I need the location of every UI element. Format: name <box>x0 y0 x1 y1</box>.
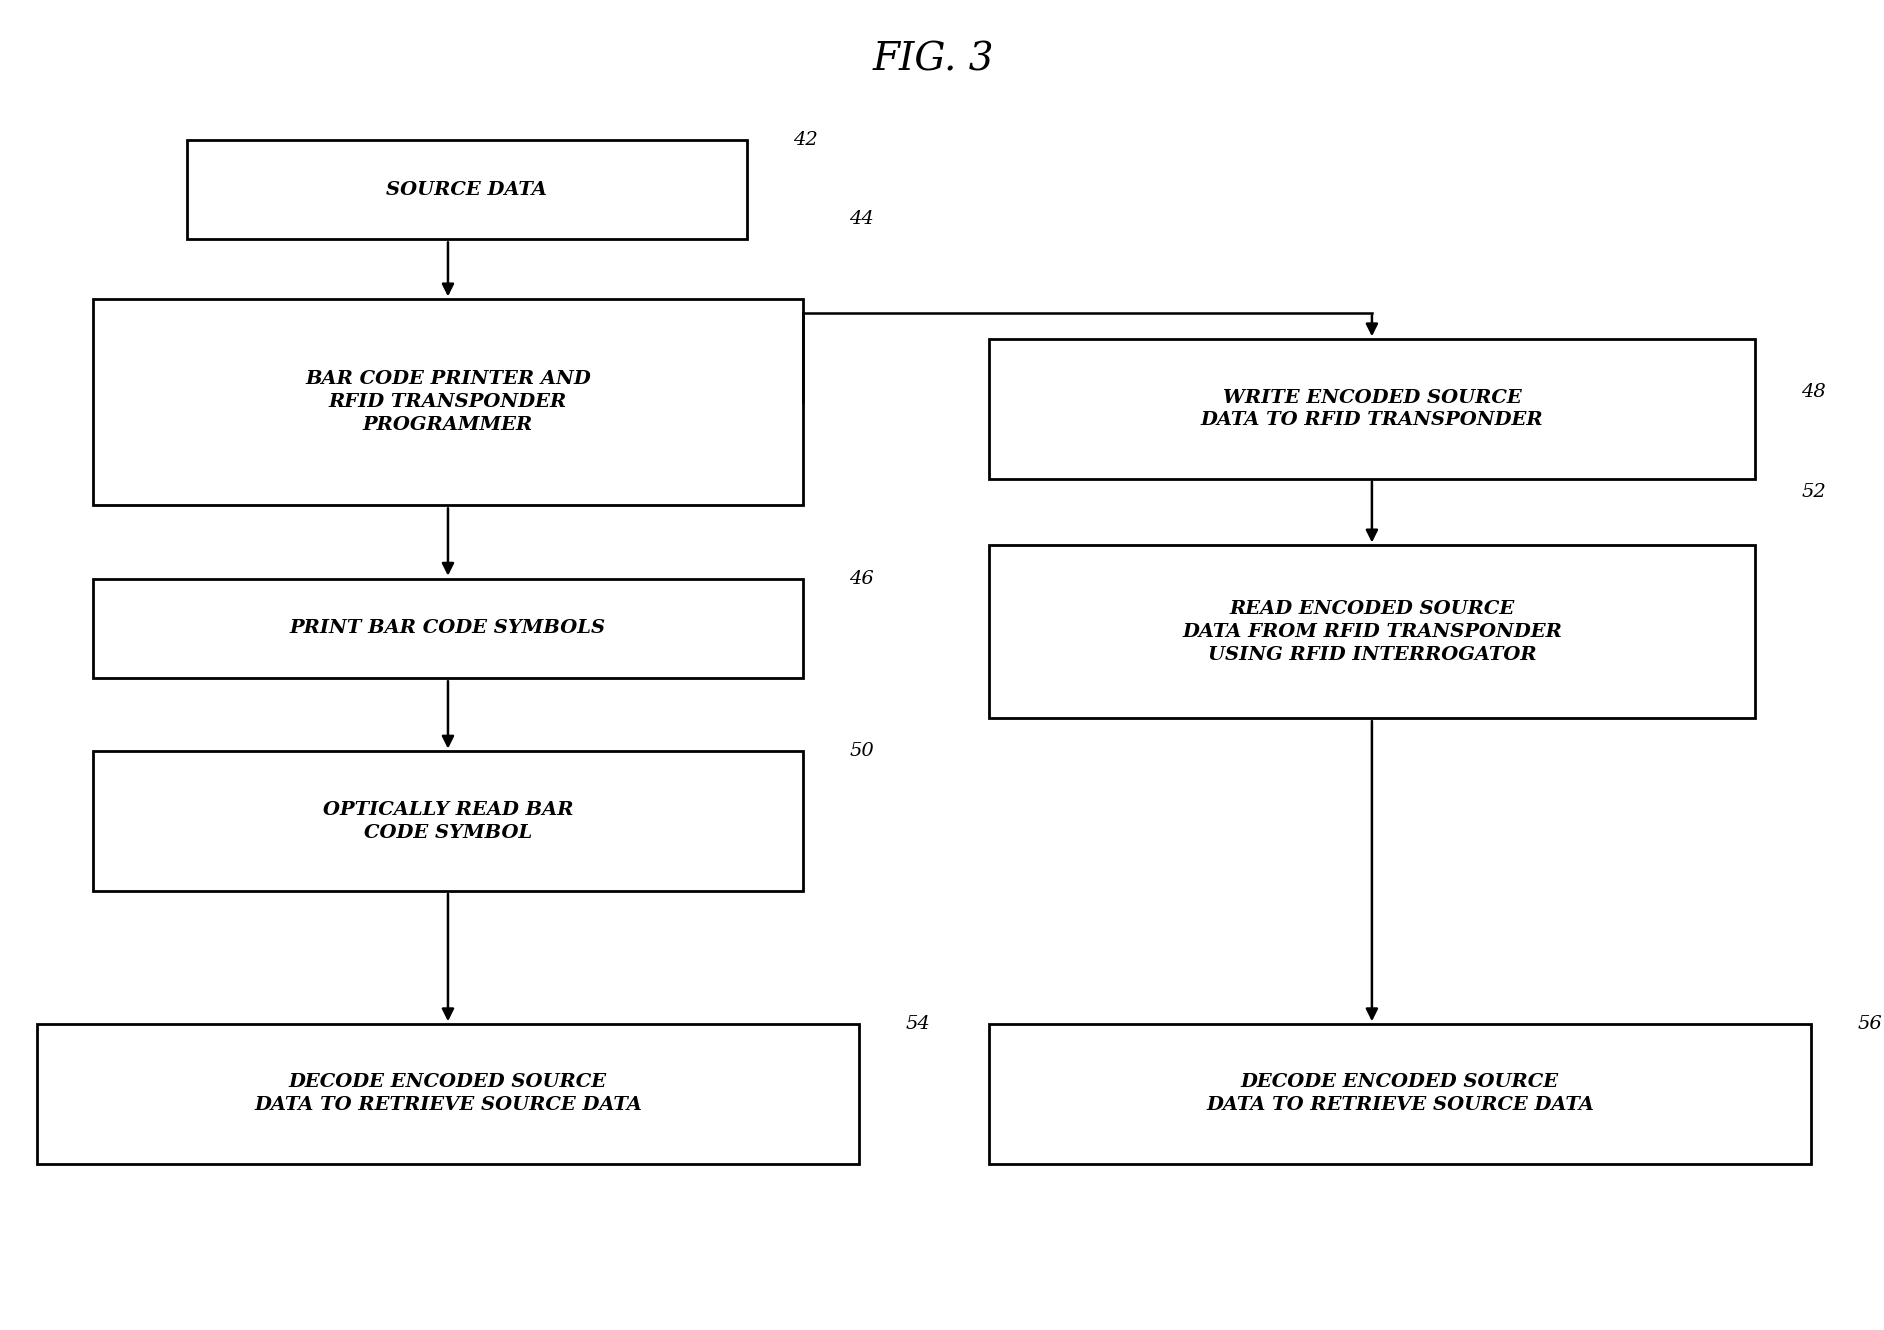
FancyBboxPatch shape <box>989 1024 1811 1164</box>
FancyBboxPatch shape <box>989 545 1754 718</box>
Text: 50: 50 <box>850 742 874 761</box>
Text: OPTICALLY READ BAR
CODE SYMBOL: OPTICALLY READ BAR CODE SYMBOL <box>322 801 573 842</box>
FancyBboxPatch shape <box>187 140 746 239</box>
FancyBboxPatch shape <box>38 1024 859 1164</box>
Text: 46: 46 <box>850 569 874 588</box>
FancyBboxPatch shape <box>94 299 803 505</box>
Text: 52: 52 <box>1801 483 1826 501</box>
Text: 48: 48 <box>1801 383 1826 402</box>
Text: 54: 54 <box>906 1015 931 1033</box>
FancyBboxPatch shape <box>989 339 1754 479</box>
Text: READ ENCODED SOURCE
DATA FROM RFID TRANSPONDER
USING RFID INTERROGATOR: READ ENCODED SOURCE DATA FROM RFID TRANS… <box>1181 600 1562 664</box>
Text: 42: 42 <box>793 130 818 149</box>
Text: BAR CODE PRINTER AND
RFID TRANSPONDER
PROGRAMMER: BAR CODE PRINTER AND RFID TRANSPONDER PR… <box>305 371 592 434</box>
FancyBboxPatch shape <box>94 751 803 891</box>
Text: 56: 56 <box>1858 1015 1882 1033</box>
Text: DECODE ENCODED SOURCE
DATA TO RETRIEVE SOURCE DATA: DECODE ENCODED SOURCE DATA TO RETRIEVE S… <box>1206 1073 1594 1115</box>
FancyBboxPatch shape <box>94 579 803 678</box>
Text: 44: 44 <box>850 210 874 229</box>
Text: PRINT BAR CODE SYMBOLS: PRINT BAR CODE SYMBOLS <box>290 620 607 637</box>
Text: DECODE ENCODED SOURCE
DATA TO RETRIEVE SOURCE DATA: DECODE ENCODED SOURCE DATA TO RETRIEVE S… <box>254 1073 642 1115</box>
Text: FIG. 3: FIG. 3 <box>872 41 995 78</box>
Text: SOURCE DATA: SOURCE DATA <box>386 181 546 198</box>
Text: WRITE ENCODED SOURCE
DATA TO RFID TRANSPONDER: WRITE ENCODED SOURCE DATA TO RFID TRANSP… <box>1200 388 1543 430</box>
